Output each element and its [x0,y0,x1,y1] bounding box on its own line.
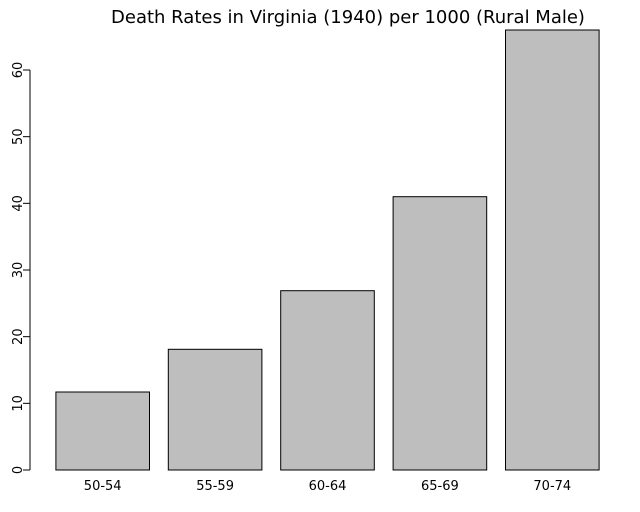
bar-50-54 [55,391,150,471]
bar-55-59 [167,348,263,471]
y-tick-label: 50 [11,128,26,145]
y-axis: 0 10 20 30 40 50 60 [11,62,31,474]
x-tick-label: 55-59 [196,479,234,494]
bar-70-74 [505,29,600,471]
y-tick-label: 10 [11,395,26,412]
y-tick-label: 60 [11,62,26,79]
y-tick-label: 40 [11,195,26,212]
x-tick-label: 60-64 [309,479,347,494]
bar-60-64 [280,290,375,471]
y-tick-label: 20 [11,328,26,345]
y-tick-label: 0 [11,466,26,474]
x-tick-label: 50-54 [84,479,122,494]
chart-title: Death Rates in Virginia (1940) per 1000 … [111,7,585,28]
x-tick-label: 70-74 [533,479,571,494]
y-tick-label: 30 [11,262,26,279]
x-tick-label: 65-69 [421,479,459,494]
x-tick-labels: 50-54 55-59 60-64 65-69 70-74 [84,479,571,494]
bars-group [55,29,600,471]
bar-65-69 [392,196,488,471]
